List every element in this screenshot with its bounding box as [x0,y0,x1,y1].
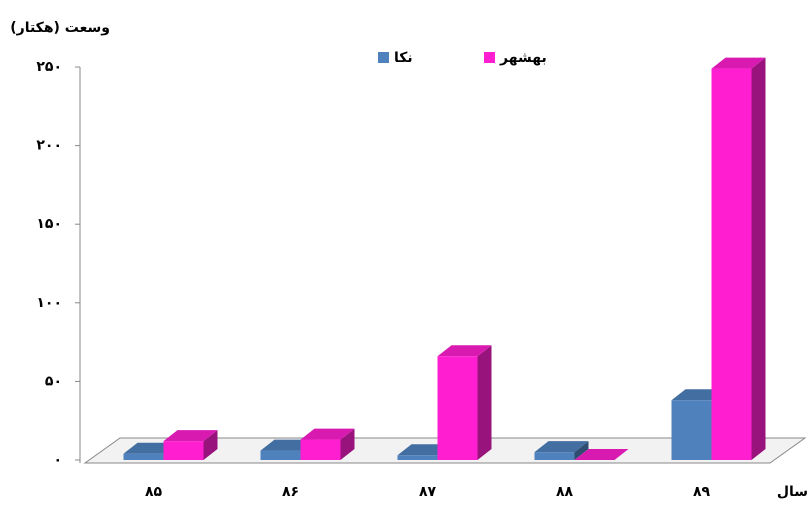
bar-side [751,57,766,461]
bar-front [437,356,478,460]
y-tick-label: ۲۰۰ [36,138,62,154]
y-axis-label: وسعت (هکتار) [10,20,110,36]
bar [300,428,355,460]
bar-front [711,68,752,461]
bar-top [163,430,218,442]
bar-side [340,428,355,460]
bar-front [534,452,575,460]
x-tick-label: ۸۹ [693,484,711,500]
bar-front [300,439,341,460]
x-tick-label: ۸۸ [556,484,574,500]
legend-swatch [378,52,389,63]
bar-side [203,430,218,460]
bar [437,345,492,460]
y-tick-label: ۱۵۰ [36,216,62,232]
x-tick-label: ۸۵ [145,484,163,500]
bar-top [437,345,492,357]
bar-front [260,450,301,460]
y-tick-label: ۲۵۰ [36,59,62,75]
x-tick-label: ۸۶ [282,484,299,500]
bar [574,449,629,460]
bar-top [574,449,629,460]
bar-top [300,428,355,440]
y-tick-label: ۵۰ [45,373,62,389]
bar [163,430,218,460]
legend-label: نکا [394,50,413,66]
y-tick-label: ۱۰۰ [36,295,62,311]
bar-front [671,400,712,460]
x-axis-label: سال [777,484,808,500]
bar-front [397,455,438,460]
legend-swatch [484,52,495,63]
bar [711,57,766,461]
bar-top [534,441,589,453]
bar-front [163,441,204,460]
y-tick-label: ۰ [53,452,62,468]
bar-side [477,345,492,460]
legend-label: بهشهر [499,50,547,66]
bar-top [711,57,766,69]
bar-side [574,441,589,460]
bar [534,441,589,460]
bar-front [123,453,164,460]
x-tick-label: ۸۷ [419,484,437,500]
